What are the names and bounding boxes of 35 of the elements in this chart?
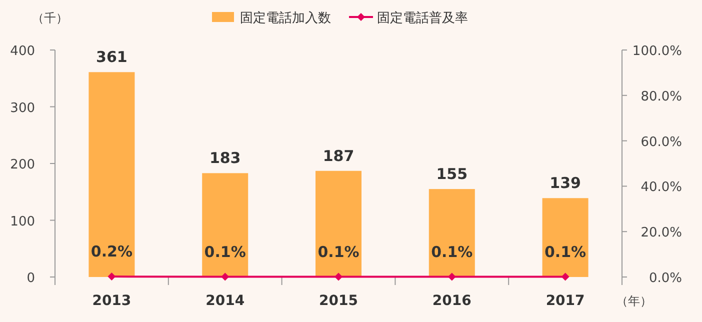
y2-tick-label: 20.0%: [640, 226, 682, 241]
data-label: 0.1%: [431, 242, 473, 261]
data-label: 187: [322, 146, 354, 165]
x-tick-label: 2015: [319, 293, 358, 309]
data-label: 0.1%: [318, 242, 360, 261]
y2-tick-label: 40.0%: [640, 180, 682, 196]
y-tick-label: 200: [10, 158, 35, 172]
y2-tick-label: 60.0%: [640, 134, 682, 150]
y2-tick-label: 0.0%: [648, 271, 682, 286]
x-axis-title: （年）: [616, 294, 652, 308]
x-tick-label: 2017: [546, 293, 585, 309]
bar: [316, 170, 362, 277]
y-tick-label: 0: [26, 271, 35, 286]
y-axis-title: （千）: [32, 11, 68, 25]
legend-label: 固定電話普及率: [377, 10, 468, 26]
x-tick-label: 2014: [206, 293, 245, 309]
data-label: 183: [209, 149, 241, 168]
data-label: 0.1%: [544, 242, 586, 261]
data-label: 0.2%: [90, 242, 133, 261]
data-label: 155: [436, 165, 468, 184]
data-label: 361: [96, 48, 128, 66]
legend-label: 固定電話加入数: [240, 11, 331, 26]
y2-tick-label: 80.0%: [640, 89, 682, 104]
data-label: 139: [550, 174, 581, 192]
data-label: 0.1%: [204, 242, 246, 261]
x-tick-label: 2013: [92, 293, 132, 309]
y-tick-label: 100: [10, 214, 35, 230]
bar: [542, 198, 588, 277]
y-tick-label: 300: [10, 100, 35, 116]
x-tick-label: 2016: [432, 293, 472, 309]
bar: [202, 173, 248, 277]
bar: [428, 189, 475, 277]
y-tick-label: 400: [10, 44, 35, 59]
bar: [88, 72, 135, 277]
y2-tick-label: 100.0%: [632, 44, 682, 59]
